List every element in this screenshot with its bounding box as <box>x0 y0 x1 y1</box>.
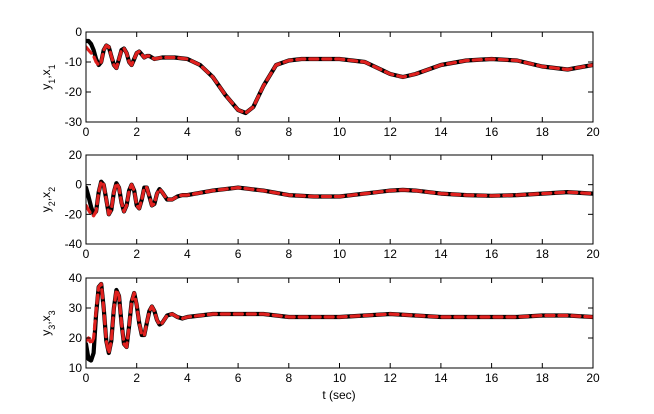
y-label-subscript: 3 <box>47 325 57 330</box>
y-label-text: y <box>39 206 53 212</box>
y-tick-label: 20 <box>69 148 83 162</box>
x-tick-label: 8 <box>285 371 292 385</box>
y-label-text: ,x <box>39 315 53 324</box>
y-tick-label: 0 <box>75 178 82 192</box>
x-tick-label: 12 <box>384 247 398 261</box>
x-tick-label: 18 <box>536 371 550 385</box>
y-label-subscript: 1 <box>47 79 57 84</box>
x-tick-label: 20 <box>586 125 600 139</box>
series-line-red <box>86 282 593 355</box>
x-tick-label: 0 <box>83 247 90 261</box>
y-axis-label: y1,x1 <box>39 64 57 89</box>
y-tick-label: -40 <box>65 237 83 251</box>
y-tick-label: -20 <box>65 207 83 221</box>
y-label-subscript: 2 <box>47 187 57 192</box>
x-tick-label: 6 <box>235 371 242 385</box>
axes-box <box>85 31 594 123</box>
series-line-red <box>86 180 593 218</box>
y-tick-label: -30 <box>65 115 83 129</box>
y-tick-label: 40 <box>69 271 83 285</box>
y-label-subscript: 3 <box>47 310 57 315</box>
x-tick-label: 16 <box>485 371 499 385</box>
y-label-subscript: 1 <box>47 64 57 69</box>
x-tick-label: 20 <box>586 371 600 385</box>
y-label-text: y <box>39 84 53 90</box>
y-label-subscript: 2 <box>47 201 57 206</box>
y-tick-label: -10 <box>65 55 83 69</box>
x-tick-label: 18 <box>536 125 550 139</box>
x-tick-label: 4 <box>184 125 191 139</box>
figure-xlabel: t (sec) <box>322 388 355 402</box>
x-tick-label: 12 <box>384 125 398 139</box>
y-label-text: ,x <box>39 192 53 201</box>
x-tick-label: 0 <box>83 125 90 139</box>
x-tick-label: 6 <box>235 247 242 261</box>
x-tick-label: 8 <box>285 125 292 139</box>
series-line-black <box>86 38 593 116</box>
x-tick-label: 4 <box>184 371 191 385</box>
x-tick-label: 10 <box>333 371 347 385</box>
x-tick-label: 10 <box>333 125 347 139</box>
x-tick-label: 14 <box>434 371 448 385</box>
y-tick-label: 20 <box>69 331 83 345</box>
y-label-text: ,x <box>39 69 53 78</box>
axes-box <box>85 154 594 245</box>
x-tick-label: 20 <box>586 247 600 261</box>
y-tick-label: 10 <box>69 361 83 375</box>
x-tick-label: 8 <box>285 247 292 261</box>
x-tick-label: 14 <box>434 247 448 261</box>
x-tick-label: 2 <box>133 371 140 385</box>
x-tick-label: 2 <box>133 125 140 139</box>
y-label-text: y <box>39 330 53 336</box>
x-tick-label: 0 <box>83 371 90 385</box>
series-line-red <box>86 43 593 115</box>
x-tick-label: 10 <box>333 247 347 261</box>
y-tick-label: 0 <box>75 25 82 39</box>
x-tick-label: 14 <box>434 125 448 139</box>
x-tick-label: 6 <box>235 125 242 139</box>
y-tick-label: 30 <box>69 301 83 315</box>
x-tick-label: 16 <box>485 125 499 139</box>
y-axis-label: y3,x3 <box>39 310 57 335</box>
x-tick-label: 4 <box>184 247 191 261</box>
x-tick-label: 2 <box>133 247 140 261</box>
x-tick-label: 12 <box>384 371 398 385</box>
x-tick-label: 18 <box>536 247 550 261</box>
x-tick-label: 16 <box>485 247 499 261</box>
y-axis-label: y2,x2 <box>39 187 57 212</box>
y-tick-label: -20 <box>65 85 83 99</box>
